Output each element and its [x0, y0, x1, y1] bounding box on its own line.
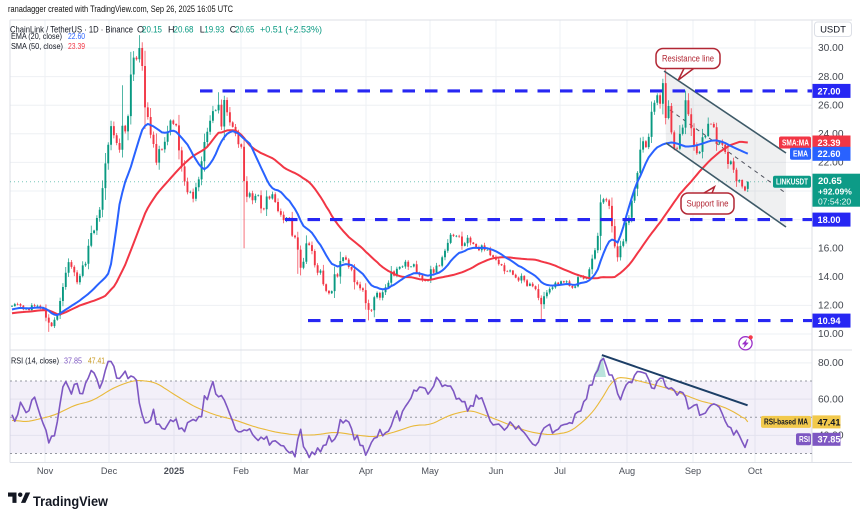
svg-text:22.60: 22.60 — [68, 32, 86, 41]
svg-text:H: H — [168, 25, 175, 35]
svg-text:Jul: Jul — [554, 466, 566, 476]
svg-text:ChainLink / TetherUS · 1D · Bi: ChainLink / TetherUS · 1D · Binance — [10, 25, 133, 35]
svg-text:Resistance line: Resistance line — [662, 54, 714, 64]
svg-text:May: May — [421, 466, 439, 476]
svg-text:+0.51 (+2.53%): +0.51 (+2.53%) — [260, 25, 322, 35]
svg-text:SMA (50, close): SMA (50, close) — [11, 42, 63, 51]
svg-text:L: L — [200, 25, 205, 35]
svg-text:USDT: USDT — [820, 25, 846, 36]
svg-text:Apr: Apr — [359, 466, 373, 476]
svg-text:RSI: RSI — [799, 435, 810, 444]
svg-text:26.00: 26.00 — [818, 100, 844, 111]
svg-text:60.00: 60.00 — [818, 394, 844, 405]
svg-text:10.00: 10.00 — [818, 329, 844, 340]
svg-text:20.65: 20.65 — [235, 25, 254, 35]
svg-text:SMA:MA: SMA:MA — [782, 138, 809, 147]
svg-text:20.65: 20.65 — [818, 176, 842, 187]
svg-text:Aug: Aug — [619, 466, 635, 476]
svg-text:80.00: 80.00 — [818, 358, 844, 369]
svg-text:37.85: 37.85 — [64, 357, 83, 366]
svg-text:18.00: 18.00 — [818, 215, 841, 226]
svg-text:TradingView: TradingView — [33, 493, 108, 509]
svg-text:2025: 2025 — [164, 466, 184, 476]
svg-text:C: C — [230, 25, 237, 35]
svg-text:EMA: EMA — [793, 150, 808, 159]
svg-text:28.00: 28.00 — [818, 72, 844, 83]
svg-text:ranadagger created with Tradin: ranadagger created with TradingView.com,… — [8, 4, 233, 14]
svg-text:30.00: 30.00 — [818, 43, 844, 54]
svg-text:Nov: Nov — [37, 466, 54, 476]
svg-text:23.39: 23.39 — [818, 138, 841, 149]
svg-text:22.60: 22.60 — [818, 149, 841, 160]
svg-text:14.00: 14.00 — [818, 272, 844, 283]
svg-text:RSI (14, close): RSI (14, close) — [11, 357, 59, 366]
svg-text:27.00: 27.00 — [818, 86, 841, 97]
svg-text:O: O — [137, 25, 144, 35]
svg-text:Sep: Sep — [685, 466, 701, 476]
svg-text:22.00: 22.00 — [818, 158, 844, 169]
svg-text:23.39: 23.39 — [68, 42, 85, 51]
svg-text:37.85: 37.85 — [818, 435, 842, 446]
svg-text:07:54:20: 07:54:20 — [818, 197, 851, 207]
svg-text:Jun: Jun — [489, 466, 504, 476]
svg-text:19.93: 19.93 — [204, 25, 224, 35]
svg-text:Mar: Mar — [293, 466, 309, 476]
svg-text:+92.09%: +92.09% — [818, 187, 852, 197]
svg-text:Dec: Dec — [101, 466, 118, 476]
svg-text:RSI-based MA: RSI-based MA — [764, 418, 808, 427]
svg-text:Support line: Support line — [687, 199, 729, 209]
svg-text:12.00: 12.00 — [818, 301, 844, 312]
svg-text:24.00: 24.00 — [818, 129, 844, 140]
svg-text:20.15: 20.15 — [142, 25, 162, 35]
svg-text:EMA (20, close): EMA (20, close) — [11, 32, 62, 41]
svg-text:47.41: 47.41 — [818, 417, 842, 428]
svg-text:LINKUSDT: LINKUSDT — [776, 178, 808, 187]
svg-text:47.41: 47.41 — [88, 357, 105, 366]
svg-text:Feb: Feb — [233, 466, 249, 476]
svg-text:20.68: 20.68 — [174, 25, 194, 35]
svg-text:Oct: Oct — [748, 466, 763, 476]
svg-text:10.94: 10.94 — [818, 316, 842, 327]
svg-text:16.00: 16.00 — [818, 243, 844, 254]
